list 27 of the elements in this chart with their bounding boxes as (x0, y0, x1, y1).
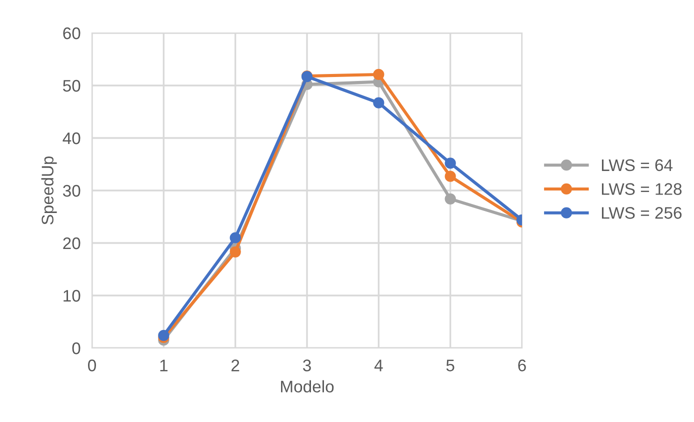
y-tick-label: 20 (63, 237, 80, 250)
legend-label: LWS = 256 (602, 207, 682, 219)
y-tick-label: 10 (64, 290, 80, 302)
legend-label: LWS = 128 (602, 183, 682, 195)
y-tick-label: 40 (62, 132, 80, 144)
x-axis-title: Modelo (281, 380, 334, 392)
point (444, 170, 456, 182)
point (373, 97, 384, 108)
point (158, 330, 170, 341)
legend-label: LWS = 64 (602, 159, 673, 172)
x-tick-label: 0 (88, 360, 96, 372)
y-tick-label: 60 (63, 27, 80, 40)
point (444, 158, 456, 169)
x-tick-label: 6 (518, 360, 526, 372)
x-tick-label: 1 (160, 360, 168, 372)
x-tick-label: 2 (232, 360, 240, 372)
point (230, 232, 241, 244)
point (373, 68, 384, 80)
y-tick-label: 30 (62, 184, 80, 197)
y-axis-title: SpeedUp (41, 156, 57, 224)
x-tick-label: 3 (303, 360, 311, 372)
point (230, 246, 241, 258)
y-tick-label: 50 (63, 80, 80, 92)
x-tick-label: 5 (446, 360, 454, 372)
y-tick-label: 0 (72, 342, 80, 354)
point (444, 193, 456, 204)
x-tick-label: 4 (374, 360, 383, 372)
